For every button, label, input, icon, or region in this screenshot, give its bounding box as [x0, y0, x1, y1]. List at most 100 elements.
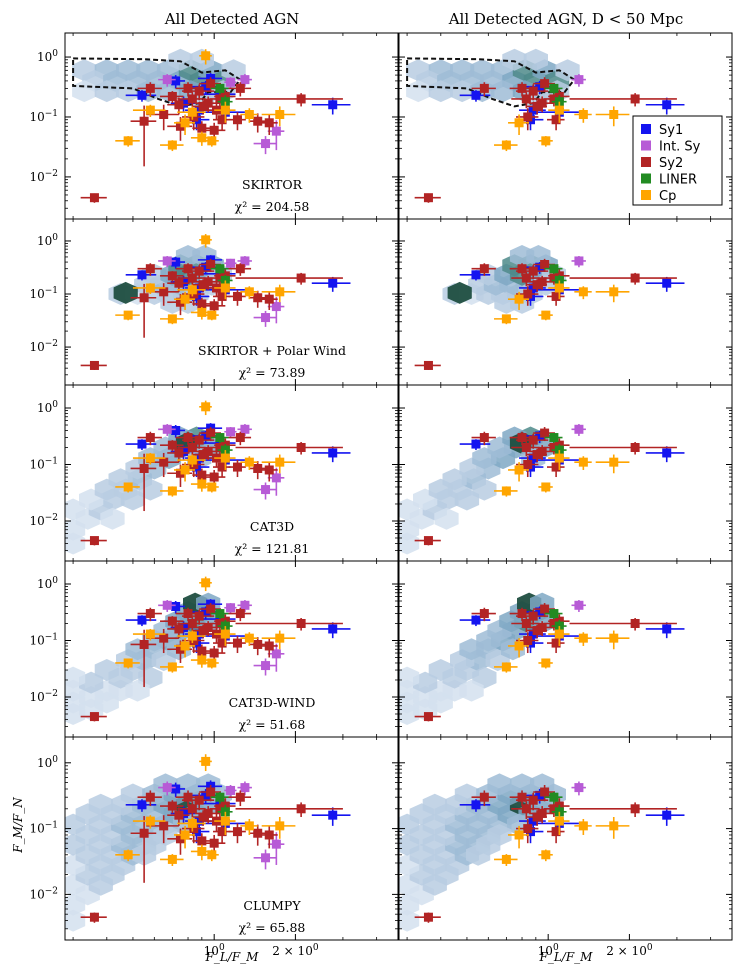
- data-point-sy2: [89, 536, 99, 546]
- y-tick-exponent: 0: [52, 49, 58, 59]
- data-point-sy2: [159, 109, 169, 119]
- data-point-liner: [549, 792, 559, 802]
- data-point-sy1: [201, 262, 211, 272]
- hexbin-cell: [466, 843, 491, 866]
- model-label: CLUMPY: [243, 898, 301, 913]
- data-point-cp: [554, 105, 564, 115]
- data-point-sy2: [549, 804, 559, 814]
- data-point-cp: [609, 821, 619, 831]
- data-point-sy1: [171, 257, 181, 267]
- data-point-sy2: [630, 618, 640, 628]
- y-tick-exponent: −1: [45, 286, 58, 296]
- chi-square-label: χ² = 121.81: [235, 541, 310, 556]
- data-point-cp: [167, 662, 177, 672]
- legend-label: Int. Sy: [659, 140, 701, 155]
- data-point-liner: [549, 433, 559, 443]
- data-point-int-sy: [240, 75, 250, 85]
- data-point-cp: [201, 51, 211, 61]
- data-point-sy2: [423, 912, 433, 922]
- data-point-sy2: [187, 804, 197, 814]
- data-point-liner: [549, 609, 559, 619]
- data-point-cp: [180, 294, 190, 304]
- data-point-sy2: [197, 470, 207, 480]
- x-tick-exponent: 0: [313, 943, 319, 953]
- hexbin-cell: [120, 783, 146, 806]
- model-label: CAT3D-WIND: [229, 695, 316, 710]
- data-point-cp: [501, 140, 511, 150]
- data-point-int-sy: [261, 853, 271, 863]
- data-point-sy2: [215, 94, 225, 104]
- data-point-cp: [207, 482, 217, 492]
- data-point-sy2: [183, 609, 193, 619]
- y-tick-exponent: 0: [52, 233, 58, 243]
- data-point-sy2: [194, 435, 204, 445]
- data-point-sy2: [479, 264, 489, 274]
- data-point-sy2: [198, 450, 208, 460]
- data-point-sy2: [549, 442, 559, 452]
- data-point-sy2: [537, 277, 547, 287]
- data-point-cp: [275, 633, 285, 643]
- data-point-cp: [180, 465, 190, 475]
- data-point-sy2: [264, 641, 274, 651]
- data-point-sy2: [264, 830, 274, 840]
- panel-frame: [64, 560, 399, 738]
- hexbin-cell: [399, 909, 420, 932]
- data-point-cp: [220, 283, 230, 293]
- hexbin-cell: [422, 793, 447, 816]
- data-point-sy2: [232, 827, 242, 837]
- data-point-sy2: [167, 91, 177, 101]
- data-point-sy2: [296, 618, 306, 628]
- hexbin-cell: [434, 507, 459, 530]
- data-point-sy1: [471, 270, 481, 280]
- hexbin-cell: [65, 532, 86, 555]
- data-point-sy2: [159, 457, 169, 467]
- data-point-liner: [215, 609, 225, 619]
- data-point-sy2: [235, 433, 245, 443]
- y-tick-label: 100: [37, 755, 58, 770]
- x-axis-label-right: F_L/F_M: [539, 950, 594, 964]
- y-tick-label: 10−1: [29, 632, 58, 647]
- data-point-cp: [541, 310, 551, 320]
- column-title-near-agn: All Detected AGN, D < 50 Mpc: [448, 10, 684, 28]
- data-point-sy2: [197, 299, 207, 309]
- data-point-cp: [167, 486, 177, 496]
- data-point-sy2: [423, 712, 433, 722]
- data-point-sy2: [206, 787, 216, 797]
- points-panel: [80, 400, 351, 546]
- data-point-sy2: [523, 289, 533, 299]
- data-point-cp: [197, 846, 207, 856]
- data-point-sy2: [479, 83, 489, 93]
- data-point-sy2: [215, 618, 225, 628]
- data-point-sy2: [215, 273, 225, 283]
- data-point-sy1: [535, 790, 545, 800]
- hexbin-cell: [454, 783, 480, 806]
- data-point-sy2: [540, 260, 550, 270]
- hexbin-cell: [472, 478, 497, 501]
- data-point-cp: [501, 314, 511, 324]
- data-point-cp: [207, 136, 217, 146]
- data-point-sy2: [523, 824, 533, 834]
- panel-frames-layer: [64, 32, 733, 941]
- data-point-cp: [578, 287, 588, 297]
- data-point-sy1: [662, 100, 672, 110]
- data-point-sy2: [187, 618, 197, 628]
- data-point-cp: [501, 854, 511, 864]
- data-point-cp: [197, 133, 207, 143]
- x-tick-exponent: 0: [647, 943, 653, 953]
- data-point-sy1: [201, 82, 211, 92]
- data-point-sy2: [537, 98, 547, 108]
- data-point-sy2: [145, 83, 155, 93]
- data-point-sy1: [328, 448, 338, 458]
- data-point-sy2: [209, 838, 219, 848]
- x-tick-exponent: 0: [219, 943, 225, 953]
- hexbin-cell: [555, 59, 580, 82]
- x-axis-label-left: F_L/F_M: [205, 950, 260, 964]
- x-tick-label: 2 × 100: [606, 943, 653, 958]
- data-point-sy2: [206, 79, 216, 89]
- hexbin-cell: [447, 281, 472, 304]
- data-point-sy2: [235, 83, 245, 93]
- data-point-int-sy: [271, 302, 281, 312]
- data-point-sy2: [523, 459, 533, 469]
- data-point-sy1: [201, 607, 211, 617]
